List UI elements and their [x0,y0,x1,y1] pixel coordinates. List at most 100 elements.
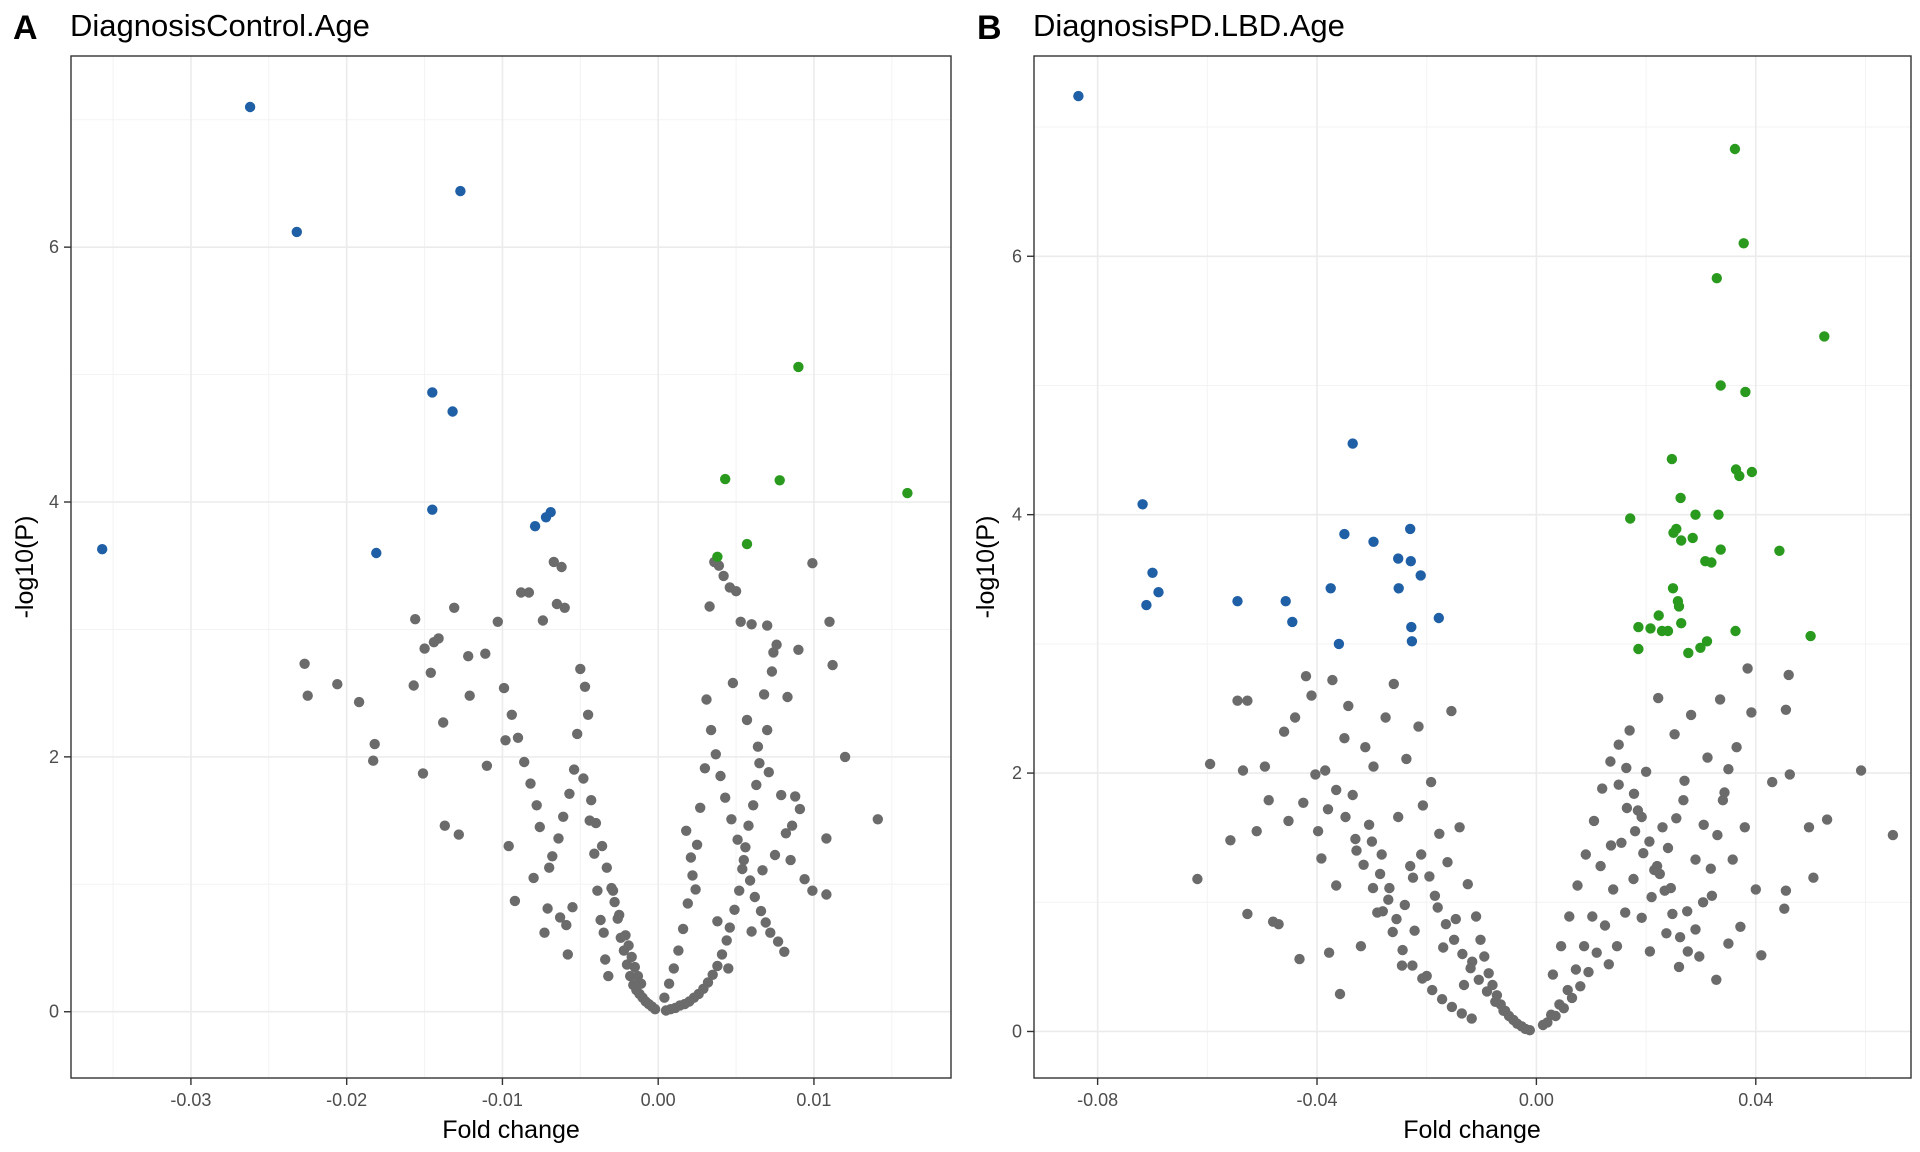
panel-b-point-ns [1603,959,1615,970]
panel-a-point-ns [755,905,767,917]
panel-b-point-ns [1351,845,1362,856]
panel-b-point-ns [1251,826,1262,837]
panel-b-point-ns [1407,872,1419,883]
panel-a-point-ns [695,802,706,813]
panel-a-point-down [427,504,438,515]
panel-a-point-ns [701,694,712,705]
panel-b-x-tick-label: 0.04 [1738,1090,1773,1110]
panel-a-point-ns [780,828,792,839]
panel-b-point-down [1415,570,1426,581]
panel-b-point-ns [1446,1001,1458,1013]
panel-b-ticks: -0.08 -0.04 0.00 0.04 0 2 4 6 [1012,246,1773,1110]
panel-b-x-tick-label: 0.00 [1519,1090,1554,1110]
panel-b-point-up [1683,647,1694,659]
panel-a-point-ns [720,792,731,803]
panel-a-point-ns [726,814,737,825]
panel-b-point-ns [1767,776,1778,788]
panel-a-point-ns [589,848,600,859]
panel-b-point-ns [1347,789,1358,801]
panel-a-point-ns [582,709,594,720]
panel-a-point-ns [786,820,798,831]
panel-b-point-ns [1466,1013,1477,1024]
panel-b-point-ns [1727,854,1738,865]
panel-b-point-ns [1383,894,1394,905]
panel-a-y-tick-label: 2 [49,747,59,767]
panel-a-point-ns [492,616,503,627]
panel-b-point-ns [1294,953,1305,965]
panel-a-point-ns [718,570,729,582]
panel-b-point-up [1740,386,1751,398]
panel-b-point-ns [1638,848,1649,859]
panel-a-point-ns [872,814,883,825]
panel-a-point-ns [724,922,735,933]
panel-b-point-up [1715,544,1726,555]
panel-a-point-ns [562,949,573,960]
panel-b-point-ns [1746,707,1757,718]
panel-b-point-ns [1644,836,1655,847]
panel-b-point-ns [1374,868,1386,880]
panel-b-point-ns [1554,999,1565,1010]
panel-a-x-axis-label: Fold change [442,1116,580,1144]
panel-b-point-ns [1608,884,1619,895]
panel-a-point-ns [752,741,764,752]
panel-b-point-ns [1597,783,1608,794]
panel-b-point-ns [1237,765,1249,776]
panel-b-point-ns [1417,800,1429,811]
panel-b-point-ns [1475,934,1486,945]
panel-a-point-ns [586,795,597,806]
panel-a-point-ns [554,912,566,923]
panel-b-point-ns [1473,974,1485,985]
panel-b-point-ns [1360,742,1371,753]
panel-a-point-ns [716,949,728,960]
panel-a-point-ns [598,927,609,938]
panel-b-y-tick-label: 0 [1012,1021,1022,1041]
panel-b-point-ns [1448,934,1460,945]
panel-b-point-ns [1674,932,1686,943]
panel-a-point-ns [737,863,748,875]
panel-b-point-down [1393,553,1404,564]
panel-a-point-ns [751,779,762,791]
panel-b-point-ns [1673,961,1685,973]
panel-a-point-ns [807,885,818,896]
panel-a-point-ns [727,677,739,689]
panel-b-point-up [1667,583,1679,594]
panel-b-point-down [1333,638,1345,650]
panel-a-point-ns [620,930,631,941]
panel-a-point-ns [553,833,564,844]
panel-a-point-ns [353,696,365,708]
panel-a-point-ns [735,616,746,627]
panel-a-point-ns [738,854,749,866]
panel-a-point-ns [744,875,756,886]
panel-a-point-ns [603,970,614,982]
panel-b-point-ns [1454,822,1465,833]
panel-b-x-tick-label: -0.04 [1296,1090,1337,1110]
panel-b-point-ns [1821,814,1833,825]
panel-b-point-up [1715,380,1726,391]
panel-b-point-up [1690,509,1701,520]
panel-b-point-ns [1620,907,1631,918]
panel-b-point-ns [1644,946,1656,957]
panel-b-point-ns [1742,663,1753,674]
panel-a-point-down [97,544,108,555]
panel-a-letter: A [13,9,38,47]
panel-b-point-up [1666,453,1678,465]
panel-a-point-down [244,101,256,113]
panel-a-point-ns [635,978,647,989]
panel-b-point-ns [1717,795,1729,806]
panel-a-points [97,101,913,1016]
panel-b-point-ns [1368,761,1379,772]
panel-a-point-ns [794,803,806,815]
panel-b-point-ns [1232,695,1243,706]
panel-b-point-ns [1705,863,1717,874]
panel-b-point-ns [1723,764,1734,775]
panel-a-point-ns [425,667,436,678]
panel-b-point-ns [1440,919,1452,930]
panel-b-point-ns [1780,704,1792,715]
panel-a-point-ns [769,849,781,861]
panel-b-point-ns [1671,813,1682,824]
panel-a-point-ns [649,1004,661,1015]
panel-a-title: DiagnosisControl.Age [70,8,370,43]
panel-b-point-ns [1323,947,1335,958]
panel-a-point-ns [710,749,721,760]
panel-b-point-ns [1694,951,1705,962]
